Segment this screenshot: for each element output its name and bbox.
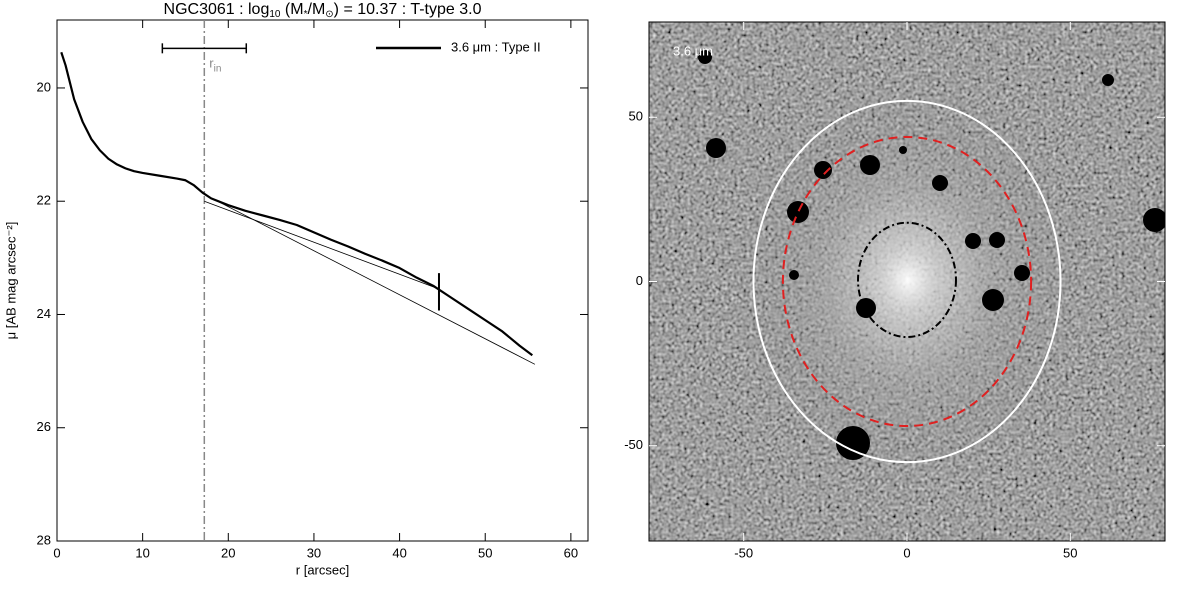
mask [1102,74,1114,86]
y-tick-label: 28 [37,532,51,547]
mask [856,298,876,318]
image-label: 3.6 μm [673,43,713,58]
fit-line [204,200,440,290]
fit-line [204,194,536,365]
mask [787,201,809,223]
y-axis-label: μ [AB mag arcsec⁻²] [3,222,18,340]
y-tick-label: -50 [624,437,643,452]
masks [698,50,1165,460]
text-part: NGC3061 : log [164,1,270,18]
mask [899,146,907,154]
y-tick-label: 22 [37,193,51,208]
subscript: * [304,9,308,20]
mask [706,138,726,158]
y-tick-label: 24 [37,306,51,321]
mask [814,161,832,179]
image [649,22,1165,541]
aperture-ellipse [857,221,957,339]
subscript: in [214,63,222,74]
text-part: (M [280,1,303,18]
text-part: ) = 10.37 : T-type 3.0 [334,1,482,18]
text-part: /M [308,1,326,18]
chart-title: NGC3061 : log10 (M*/M⊙) = 10.37 : T-type… [164,1,482,19]
aperture-ellipse [752,99,1062,464]
mask [965,233,981,249]
x-tick-label: -50 [734,545,753,560]
x-tick-label: 10 [135,545,149,560]
x-tick-label: 0 [903,545,910,560]
mask [932,175,948,191]
aperture-ellipse [781,135,1033,428]
x-tick-label: 20 [221,545,235,560]
mask [836,426,870,460]
legend-label: 3.6 μm : Type II [451,39,541,54]
plot-frame [56,19,589,542]
y-tick-label: 26 [37,419,51,434]
x-tick-label: 50 [1063,545,1077,560]
mask [789,270,799,280]
text-part: r [209,56,214,71]
mask [698,50,712,64]
subscript: ⊙ [325,9,333,20]
x-tick-label: 0 [53,545,60,560]
mask [982,289,1004,311]
mask [989,232,1005,248]
r-in-label: rin [209,56,221,74]
x-tick-label: 30 [307,545,321,560]
x-tick-label: 40 [392,545,406,560]
x-tick-label: 50 [478,545,492,560]
profile-line [60,51,533,357]
mask [860,155,880,175]
y-tick-label: 0 [636,273,643,288]
subscript: 10 [269,9,281,20]
x-axis-label: r [arcsec] [296,562,349,577]
y-tick-label: 50 [629,109,643,124]
mask [1143,208,1165,232]
mask [1014,265,1030,281]
x-tick-label: 60 [564,545,578,560]
y-tick-label: 20 [37,79,51,94]
